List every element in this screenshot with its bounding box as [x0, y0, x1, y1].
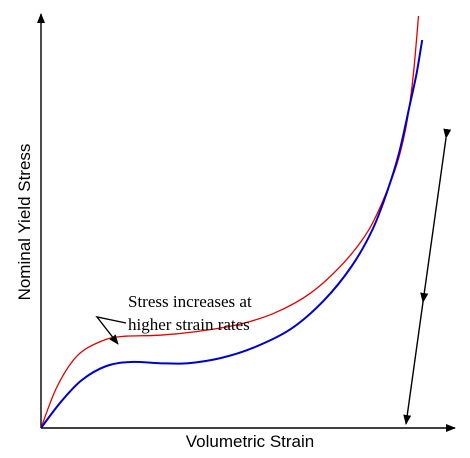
construction-arrow-lower-up: [403, 292, 429, 425]
annotation-line-1: Stress increases at: [128, 292, 252, 311]
series-line-low-strain-rate: [40, 39, 424, 429]
construction-arrow-upper: [420, 128, 452, 303]
annotation-line-2: higher strain rates: [128, 315, 250, 334]
annotation-pointer: [95, 315, 127, 345]
y-axis-title: Nominal Yield Stress: [15, 144, 34, 301]
x-axis-title: Volumetric Strain: [186, 432, 315, 451]
series-line-high-strain-rate: [40, 15, 420, 429]
